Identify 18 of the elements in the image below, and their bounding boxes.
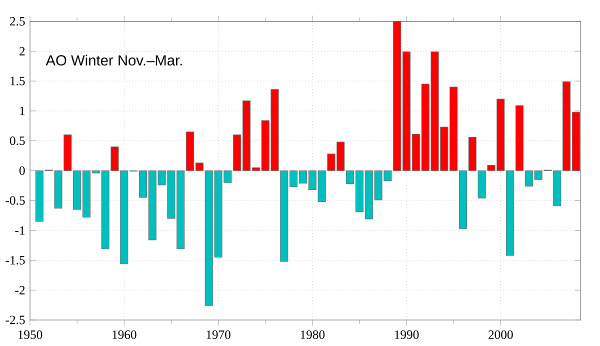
y-tick-label: 0.5 <box>10 136 25 146</box>
y-tick-label: -0.5 <box>6 196 25 205</box>
y-tick-label: -1.5 <box>6 256 25 265</box>
y-tick-label: -1 <box>15 226 25 235</box>
y-tick-label: 1.5 <box>10 76 25 86</box>
x-tick-label: 1960 <box>112 330 136 339</box>
x-tick-label: 1950 <box>18 330 42 339</box>
x-tick-label: 1990 <box>394 330 419 339</box>
y-tick-label: 2.5 <box>10 17 25 26</box>
x-tick-label: 1980 <box>300 330 325 339</box>
y-tick-label: 1 <box>20 106 25 116</box>
x-tick-label: 2000 <box>488 330 513 339</box>
x-tick-label: 1970 <box>206 330 230 339</box>
y-tick-label: -2 <box>15 286 25 294</box>
y-tick-label: -2.5 <box>6 316 25 324</box>
y-tick-label: 0 <box>19 166 25 175</box>
text: AO Winter Nov.–Mar. <box>46 54 182 66</box>
y-tick-label: 2 <box>20 47 25 56</box>
